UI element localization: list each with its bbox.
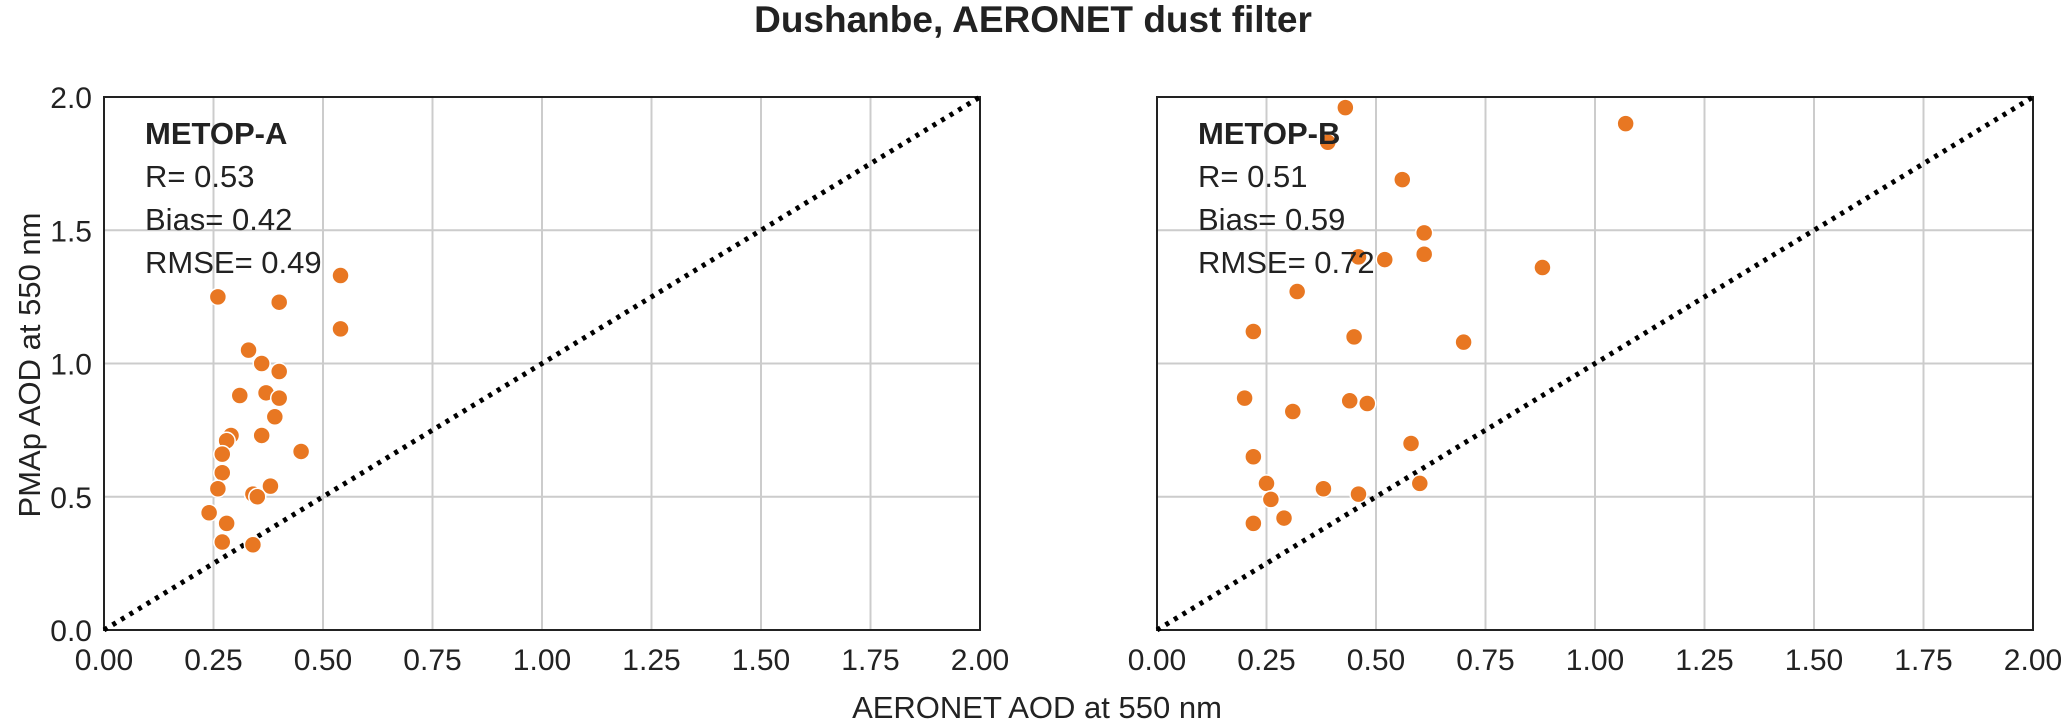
data-point <box>1336 98 1355 117</box>
data-point <box>1410 474 1430 493</box>
panel-label: METOP-A <box>145 116 287 151</box>
stat-line: R= 0.51 <box>1198 159 1307 194</box>
x-tick-label: 1.50 <box>1785 644 1843 677</box>
data-point <box>261 476 280 496</box>
data-point <box>213 463 232 483</box>
data-point <box>1235 388 1254 408</box>
x-tick-label: 0.25 <box>1237 644 1295 677</box>
data-point <box>291 442 311 461</box>
data-point <box>243 535 263 554</box>
x-tick-label: 2.00 <box>951 644 1009 677</box>
data-point <box>208 479 228 499</box>
data-point <box>1357 394 1377 413</box>
x-tick-label: 1.00 <box>513 644 571 677</box>
stat-line: Bias= 0.42 <box>145 202 292 237</box>
x-axis-title: AERONET AOD at 550 nm <box>852 690 1222 720</box>
x-tick-label: 1.50 <box>732 644 790 677</box>
x-tick-label: 0.75 <box>403 644 461 677</box>
data-point <box>331 266 350 285</box>
data-point <box>239 340 258 360</box>
data-point <box>252 354 271 373</box>
x-tick-label: 0.50 <box>294 644 352 677</box>
plot-frame <box>103 96 981 631</box>
data-point <box>269 362 289 381</box>
x-tick-label: 1.25 <box>1675 644 1733 677</box>
data-point <box>252 426 271 445</box>
x-tick-label: 0.25 <box>184 644 242 677</box>
data-point <box>1344 327 1364 347</box>
stat-line: Bias= 0.59 <box>1198 202 1345 237</box>
data-point <box>1393 170 1412 189</box>
data-point <box>1349 247 1368 267</box>
data-point <box>1283 402 1303 421</box>
x-tick-label: 0.75 <box>1456 644 1514 677</box>
data-point <box>1401 434 1421 453</box>
data-point <box>1349 484 1368 504</box>
y-tick-label: 0.5 <box>50 482 92 515</box>
data-point <box>213 532 232 552</box>
data-point <box>1287 282 1307 301</box>
data-point <box>1454 332 1473 352</box>
x-tick-label: 0.00 <box>1128 644 1186 677</box>
data-point <box>1244 447 1263 467</box>
panels: 0.00 0.25 0.50 0.75 1.00 1.25 1.50 1.75 2.000.00… <box>50 82 2062 677</box>
data-point <box>269 292 289 312</box>
data-point <box>265 407 285 427</box>
data-point <box>1318 133 1338 152</box>
stat-line: R= 0.53 <box>145 159 254 194</box>
data-point <box>1244 514 1263 533</box>
data-point <box>269 388 289 408</box>
stat-line: RMSE= 0.72 <box>1198 245 1375 280</box>
data-point <box>208 287 228 307</box>
panel-0: 0.00 0.25 0.50 0.75 1.00 1.25 1.50 1.75 2.00 0.0 0… <box>50 82 1009 677</box>
plot-frame <box>1156 96 2034 631</box>
data-point <box>1533 258 1552 277</box>
data-point <box>1414 223 1434 243</box>
x-tick-label: 0.50 <box>1347 644 1405 677</box>
x-tick-label: 1.75 <box>1894 644 1952 677</box>
data-point <box>213 444 232 464</box>
data-point <box>331 319 350 339</box>
data-point <box>1261 490 1281 509</box>
data-point <box>199 503 219 522</box>
panel-label: METOP-B <box>1198 116 1340 151</box>
data-point <box>1274 508 1294 528</box>
data-point <box>248 487 267 506</box>
stat-line: RMSE= 0.49 <box>145 245 322 280</box>
y-tick-label: 1.0 <box>50 349 92 382</box>
y-tick-label: 1.5 <box>50 215 92 248</box>
y-axis-title: PMAp AOD at 550 nm <box>12 213 47 518</box>
one-to-one-line <box>1155 94 2035 633</box>
data-point <box>1375 250 1395 269</box>
x-tick-label: 2.00 <box>2004 644 2062 677</box>
data-point <box>1414 244 1434 264</box>
data-point <box>1340 391 1359 411</box>
data-point <box>230 386 250 405</box>
x-tick-label: 1.25 <box>622 644 680 677</box>
panel-1: 0.00 0.25 0.50 0.75 1.00 1.25 1.50 1.75 2.00 METO… <box>1128 94 2062 677</box>
data-point <box>1244 322 1263 341</box>
data-point <box>217 514 236 533</box>
y-tick-label: 2.0 <box>50 82 92 115</box>
x-tick-label: 1.75 <box>841 644 899 677</box>
data-point <box>1257 474 1276 493</box>
data-point <box>1314 479 1333 499</box>
figure-title: Dushanbe, AERONET dust filter <box>754 0 1312 40</box>
x-tick-label: 0.00 <box>75 644 133 677</box>
data-point <box>1616 114 1635 133</box>
x-tick-label: 1.00 <box>1566 644 1624 677</box>
y-tick-label: 0.0 <box>50 615 92 648</box>
